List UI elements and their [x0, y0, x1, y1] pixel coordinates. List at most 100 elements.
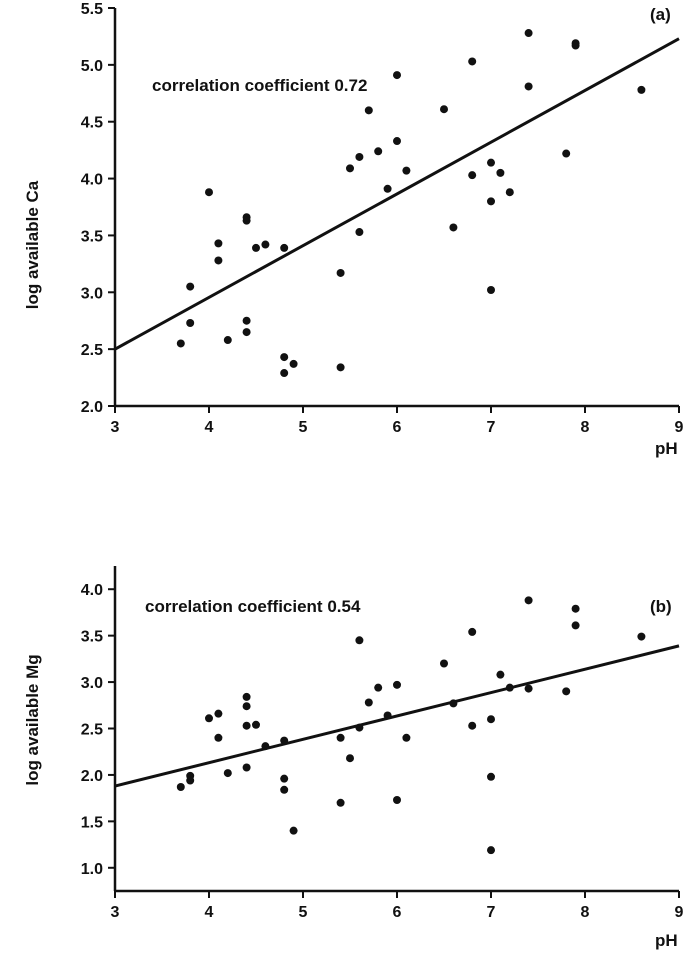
- data-point: [393, 71, 401, 80]
- x-axis-label-a: pH: [655, 439, 678, 458]
- data-point: [496, 168, 505, 177]
- data-point: [562, 687, 571, 696]
- data-point: [346, 164, 354, 173]
- y-tick-label: 4.0: [81, 172, 103, 189]
- panel-label-a: (a): [650, 5, 671, 24]
- data-point: [496, 670, 505, 679]
- data-point: [364, 698, 373, 707]
- data-point: [280, 774, 289, 783]
- data-point: [280, 785, 289, 794]
- x-tick-label: 9: [675, 419, 684, 436]
- data-point: [393, 796, 401, 804]
- data-point: [383, 184, 392, 193]
- y-tick-label: 5.5: [81, 1, 103, 18]
- data-point: [364, 106, 373, 115]
- data-point: [449, 223, 458, 232]
- data-point: [524, 82, 533, 91]
- x-tick-label: 8: [581, 419, 590, 436]
- data-point: [468, 171, 477, 180]
- data-point: [214, 256, 223, 265]
- data-point: [468, 721, 477, 730]
- data-point: [637, 85, 646, 94]
- data-point: [562, 149, 571, 158]
- data-point: [487, 197, 495, 206]
- data-point: [355, 636, 364, 645]
- data-point: [487, 715, 495, 724]
- regression-line: [114, 37, 680, 351]
- data-point: [524, 596, 533, 605]
- data-point: [393, 680, 401, 689]
- data-point: [487, 846, 495, 855]
- data-point: [393, 137, 401, 146]
- x-tick-label: 4: [205, 419, 214, 436]
- data-point: [214, 709, 223, 718]
- y-tick-label: 2.5: [81, 722, 103, 739]
- data-point: [252, 720, 260, 729]
- data-point: [289, 359, 298, 368]
- data-point: [449, 699, 458, 708]
- y-tick-label: 3.5: [81, 228, 103, 245]
- y-tick-label: 3.0: [81, 675, 103, 692]
- annotation-a: correlation coefficient 0.72: [152, 76, 367, 95]
- data-point: [524, 29, 533, 38]
- data-point: [336, 733, 345, 742]
- data-point: [252, 243, 260, 252]
- y-tick-label: 3.5: [81, 629, 103, 646]
- data-point: [280, 369, 289, 378]
- data-point: [487, 772, 495, 781]
- panel-a: correlation coefficient 0.72 (a) pH log …: [23, 1, 684, 458]
- data-point: [505, 188, 514, 197]
- x-tick-label: 7: [487, 904, 496, 921]
- data-point: [355, 228, 364, 237]
- data-point: [205, 714, 213, 723]
- data-point: [402, 166, 411, 175]
- data-point: [336, 798, 345, 807]
- y-tick-label: 2.0: [81, 399, 103, 416]
- x-tick-label: 5: [299, 904, 308, 921]
- y-tick-label: 4.0: [81, 582, 103, 599]
- x-tick-label: 4: [205, 904, 214, 921]
- y-tick-label: 5.0: [81, 58, 103, 75]
- data-point: [261, 240, 270, 249]
- data-point: [571, 41, 580, 50]
- data-point: [186, 776, 195, 785]
- data-point: [223, 769, 232, 778]
- x-tick-label: 9: [675, 904, 684, 921]
- data-point: [440, 105, 448, 114]
- data-point: [383, 711, 392, 720]
- data-point: [176, 339, 185, 348]
- y-axis-label-a: log available Ca: [23, 180, 42, 309]
- x-tick-label: 6: [393, 904, 402, 921]
- data-point: [186, 282, 195, 291]
- y-tick-label: 2.0: [81, 768, 103, 785]
- data-point: [242, 763, 251, 772]
- x-axis-label-b: pH: [655, 931, 678, 950]
- annotation-b: correlation coefficient 0.54: [145, 597, 361, 616]
- data-point: [242, 216, 251, 225]
- regression-line: [114, 644, 680, 788]
- data-point: [280, 353, 289, 362]
- x-tick-label: 3: [111, 904, 120, 921]
- data-point: [440, 659, 448, 668]
- y-axis-label-b: log available Mg: [23, 654, 42, 785]
- data-point: [374, 683, 383, 692]
- data-point: [186, 318, 195, 327]
- data-point: [571, 621, 580, 630]
- y-tick-label: 3.0: [81, 285, 103, 302]
- data-point: [571, 604, 580, 613]
- data-point: [223, 336, 232, 345]
- data-point: [261, 742, 270, 751]
- data-point: [505, 683, 514, 692]
- x-tick-label: 3: [111, 419, 120, 436]
- y-tick-label: 1.5: [81, 814, 103, 831]
- y-tick-label: 1.0: [81, 861, 103, 878]
- panel-label-b: (b): [650, 597, 672, 616]
- data-point: [637, 632, 646, 641]
- x-tick-label: 6: [393, 419, 402, 436]
- x-tick-label: 7: [487, 419, 496, 436]
- data-point: [242, 328, 251, 337]
- data-point: [336, 363, 345, 372]
- data-point: [242, 316, 251, 325]
- data-point: [468, 627, 477, 636]
- y-tick-label: 2.5: [81, 342, 103, 359]
